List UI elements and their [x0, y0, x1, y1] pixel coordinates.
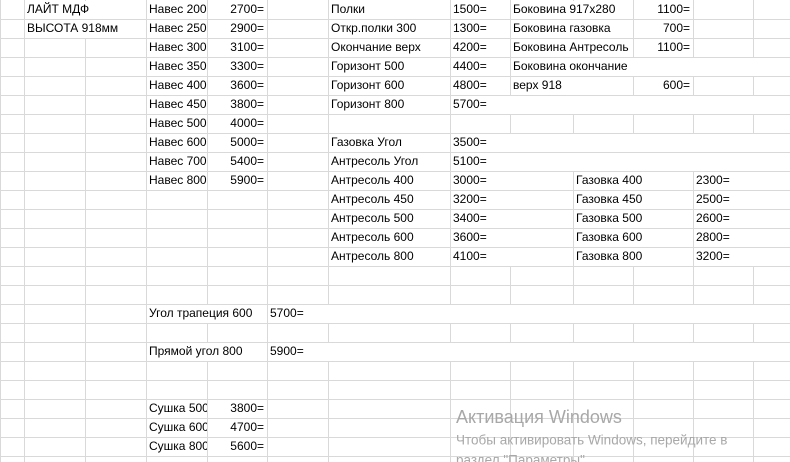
cell-text: Газовка 500: [576, 211, 643, 225]
cell-text: Газовка 400: [576, 173, 643, 187]
cell-text: ЛАЙТ МДФ: [27, 1, 89, 16]
cell-text: 3800=: [230, 401, 264, 415]
cell-text: Боковина газовка: [513, 21, 611, 35]
cell-text: 4400=: [453, 59, 487, 73]
cell-text: 1100=: [657, 2, 690, 16]
cell-text: 2600=: [696, 211, 730, 225]
cell-text: 5900=: [230, 173, 264, 187]
cell-text: 5000=: [230, 135, 264, 149]
cell-text: Газовка 450: [576, 192, 643, 206]
cell-text: 1100=: [657, 40, 690, 54]
cell-text: Навес 250: [149, 21, 207, 35]
cell-text: 4700=: [230, 420, 264, 434]
cell-text: 2900=: [230, 21, 264, 35]
cell-text: 2700=: [230, 2, 264, 16]
cell-text: 3400=: [453, 211, 487, 225]
cell-text: 2500=: [696, 192, 730, 206]
cell-text: 3200=: [453, 192, 487, 206]
cell-text: Навес 400: [149, 78, 207, 92]
cell-text: Навес 500: [149, 116, 207, 130]
cell-text: Навес 200: [149, 2, 207, 16]
cells: ЛАЙТ МДФ Навес 200 2700= Полки 1500= Боковина…: [25, 1, 790, 453]
cell-text: 3200=: [696, 249, 730, 263]
cell-text: Боковина Антресоль: [513, 40, 629, 54]
cell-text: верх 918: [513, 78, 562, 92]
cell-text: 5700=: [270, 306, 304, 320]
cell-text: 700=: [663, 21, 690, 35]
cell-text: Навес 600: [149, 135, 207, 149]
cell-text: Навес 800: [149, 173, 207, 187]
cell-text: 5100=: [453, 154, 487, 168]
cell-text: 5600=: [230, 439, 264, 453]
cell-text: Антресоль 400: [331, 173, 414, 187]
cell-text: Антресоль 800: [331, 249, 414, 263]
cell-text: 4000=: [230, 116, 264, 130]
cell-text: 4100=: [453, 249, 487, 263]
cell-text: 3600=: [230, 78, 264, 92]
cell-text: 3000=: [453, 173, 487, 187]
cell-text: Окончание верх: [331, 40, 421, 54]
cell-text: Антресоль 500: [331, 211, 414, 225]
cell-text: Полки: [331, 2, 365, 16]
cell-text: 5400=: [230, 154, 264, 168]
watermark-line: раздел "Параметры".: [456, 453, 589, 462]
cell-text: 4800=: [453, 78, 487, 92]
cell-text: 3100=: [230, 40, 264, 54]
cell-text: 5900=: [270, 344, 304, 358]
cell-text: Газовка Угол: [331, 135, 402, 149]
watermark-title: Активация Windows: [456, 407, 622, 427]
cell-text: Прямой угол 800: [149, 344, 243, 358]
cell-text: 3600=: [453, 230, 487, 244]
cell-text: Антресоль 450: [331, 192, 414, 206]
cell-text: Сушка 500: [149, 401, 209, 415]
cell-text: Газовка 600: [576, 230, 643, 244]
cell-text: Боковина 917x280: [513, 2, 616, 16]
cell-text: Навес 300: [149, 40, 207, 54]
watermark-line: Чтобы активировать Windows, перейдите в: [456, 433, 727, 448]
cell-text: 4200=: [453, 40, 487, 54]
cell-text: 3300=: [230, 59, 264, 73]
cell-text: ВЫСОТА 918мм: [27, 21, 118, 35]
cell-text: 1500=: [453, 2, 487, 16]
cell-text: Угол трапеция 600: [149, 306, 253, 320]
cell-text: 600=: [663, 78, 690, 92]
cell-text: 2300=: [696, 173, 730, 187]
cell-text: Навес 700: [149, 154, 207, 168]
cell-text: Горизонт 500: [331, 59, 405, 73]
cell-text: 1300=: [453, 21, 487, 35]
cell-text: 2800=: [696, 230, 730, 244]
cell-text: Горизонт 600: [331, 78, 405, 92]
cell-text: Горизонт 800: [331, 97, 405, 111]
cell-text: Сушка 800: [149, 439, 209, 453]
cell-text: Навес 350: [149, 59, 207, 73]
cell-text: Газовка 800: [576, 249, 643, 263]
cell-text: Сушка 600: [149, 420, 209, 434]
cell-text: Навес 450: [149, 97, 207, 111]
cell-text: 5700=: [453, 97, 487, 111]
cell-text: Откр.полки 300: [331, 21, 417, 35]
cell-text: Антресоль 600: [331, 230, 414, 244]
cell-text: 3800=: [230, 97, 264, 111]
cell-text: Антресоль Угол: [331, 154, 418, 168]
cell-text: Боковина окончание: [513, 59, 628, 73]
cell-text: 3500=: [453, 135, 487, 149]
